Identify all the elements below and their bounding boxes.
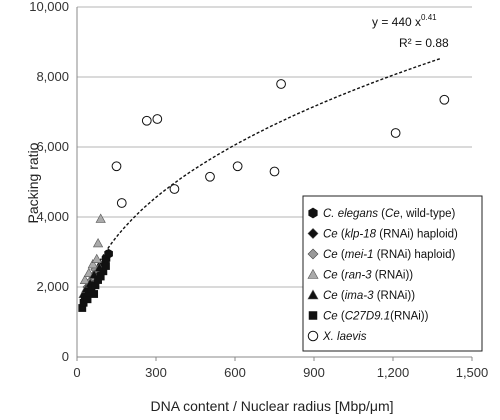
legend-marker <box>307 330 319 342</box>
legend-entry-part: Ce <box>323 290 338 302</box>
legend-marker <box>308 207 318 219</box>
legend-entry: C. elegans (Ce, wild-type) <box>323 208 455 220</box>
y-axis-label: Packing ratio <box>25 142 41 223</box>
legend-entry: Ce (mei-1 (RNAi) haploid) <box>323 249 455 261</box>
data-point-series-6 <box>439 94 450 105</box>
x-tick-label: 0 <box>73 365 80 380</box>
data-point-series-6 <box>205 171 215 182</box>
legend-entry-part: (RNAi)) <box>390 311 428 323</box>
data-point-series-5 <box>79 298 88 307</box>
y-tick-label: 6,000 <box>36 139 69 154</box>
data-point-series-3 <box>95 213 106 223</box>
y-tick-label: 4,000 <box>36 209 69 224</box>
data-point-series-5 <box>96 272 105 281</box>
data-point-series-6 <box>141 115 152 126</box>
data-point-series-3 <box>91 253 102 263</box>
legend-entry-part: X. laevis <box>322 331 367 343</box>
legend-entry-part: (RNAi) haploid) <box>376 229 458 241</box>
data-point-series-5 <box>91 281 100 290</box>
data-point-series-3 <box>92 238 104 248</box>
legend-entry-part: , wild-type) <box>400 208 456 220</box>
legend-entry-part: C. elegans <box>323 208 378 220</box>
legend-entry-part: Ce <box>323 311 338 323</box>
y-tick-label: 10,000 <box>29 0 69 14</box>
x-tick-label: 600 <box>224 365 246 380</box>
fit-r-squared: R² = 0.88 <box>399 36 449 50</box>
fit-equation: y = 440 x0.41 <box>372 13 437 29</box>
y-tick-label: 0 <box>62 349 69 364</box>
data-point-series-5 <box>90 290 99 298</box>
x-tick-label: 1,200 <box>377 365 410 380</box>
data-point-series-3 <box>83 267 94 277</box>
data-points <box>78 79 450 312</box>
x-axis-label: DNA content / Nuclear radius [Mbp/μm] <box>150 398 393 414</box>
legend-entry: Ce (ran-3 (RNAi)) <box>323 270 413 282</box>
legend-entry-part: ( <box>338 270 345 282</box>
data-point-series-6 <box>276 79 286 89</box>
legend-entry: Ce (klp-18 (RNAi) haploid) <box>323 229 458 241</box>
legend-entry: X. laevis <box>322 331 367 343</box>
trendline <box>92 57 441 275</box>
legend-marker <box>307 289 319 300</box>
data-point-series-5 <box>99 267 108 276</box>
legend-entry: Ce (C27D9.1(RNAi)) <box>323 311 429 323</box>
legend-entry-part: ( <box>338 249 345 261</box>
axes <box>76 7 473 361</box>
legend-marker <box>307 268 319 279</box>
data-point-series-6 <box>169 184 180 194</box>
data-point-series-6 <box>152 114 163 124</box>
legend-entry-part: ran-3 <box>345 270 372 282</box>
data-point-series-6 <box>390 128 401 138</box>
legend-entry-part: C27D9.1 <box>345 311 390 323</box>
x-tick-label: 1,500 <box>456 365 489 380</box>
y-tick-labels: 0 2,000 4,000 6,000 8,000 10,000 <box>29 0 69 364</box>
data-point-series-5 <box>78 304 87 312</box>
x-tick-label: 300 <box>145 365 167 380</box>
legend-entry-part: ( <box>338 290 345 302</box>
data-point-series-6 <box>116 198 127 208</box>
legend-box <box>302 195 483 352</box>
data-point-series-5 <box>83 295 92 304</box>
legend-marker <box>307 228 319 239</box>
legend-entry-part: ( <box>338 311 345 323</box>
power-fit-line <box>92 57 441 275</box>
data-point-series-5 <box>87 284 96 293</box>
x-tick-label: 900 <box>303 365 325 380</box>
legend: C. elegans (Ce, wild-type)Ce (klp-18 (RN… <box>302 195 483 352</box>
y-tick-label: 2,000 <box>36 279 69 294</box>
legend-entry-part: Ce <box>323 270 338 282</box>
legend-entry-part: Ce <box>323 249 338 261</box>
legend-entry-part: Ce <box>323 229 338 241</box>
data-point-series-3 <box>87 259 98 269</box>
x-tick-labels: 0 300 600 900 1,200 1,500 <box>73 365 488 380</box>
legend-entry-part: ( <box>378 208 385 220</box>
legend-entry-part: ( <box>338 229 345 241</box>
data-point-series-3 <box>79 274 91 284</box>
legend-marker <box>308 311 318 320</box>
data-point-series-5 <box>102 262 110 270</box>
legend-entry-part: (RNAi) haploid) <box>374 249 456 261</box>
legend-entry: Ce (ima-3 (RNAi)) <box>323 290 415 302</box>
data-point-series-6 <box>111 161 122 172</box>
legend-entry-part: klp-18 <box>345 229 377 241</box>
legend-entry-part: Ce <box>385 208 400 220</box>
legend-entry-part: mei-1 <box>345 249 374 261</box>
legend-entry-part: ima-3 <box>345 290 374 302</box>
legend-entry-part: (RNAi)) <box>374 290 416 302</box>
y-tick-label: 8,000 <box>36 69 69 84</box>
legend-marker <box>307 248 319 260</box>
data-point-series-6 <box>269 166 280 177</box>
data-point-series-0 <box>104 248 113 259</box>
data-point-series-6 <box>232 161 243 172</box>
legend-entry-part: (RNAi)) <box>372 270 414 282</box>
